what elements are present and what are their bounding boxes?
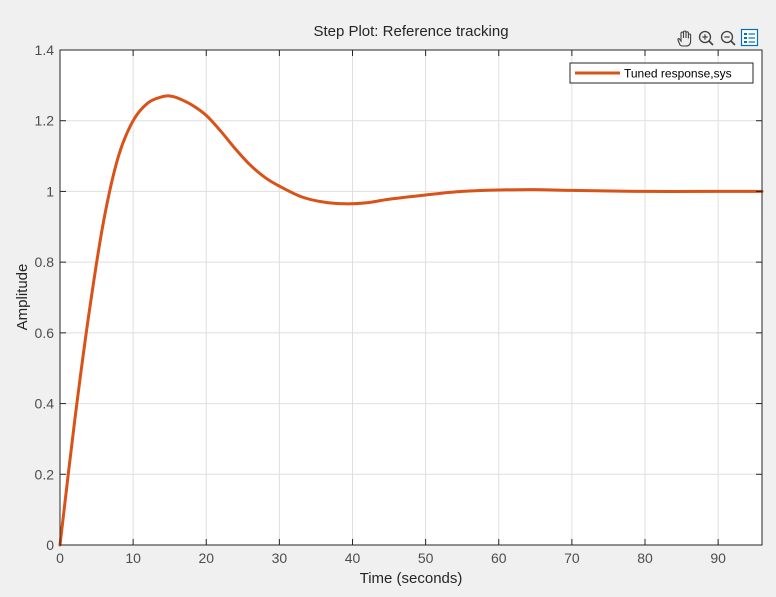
x-tick-label: 30 — [272, 550, 288, 566]
y-axis-label: Amplitude — [14, 264, 31, 331]
x-tick-label: 20 — [198, 550, 214, 566]
chart-title: Step Plot: Reference tracking — [313, 23, 508, 40]
series-layer — [58, 94, 764, 547]
y-tick-label: 1 — [46, 183, 54, 199]
y-tick-label: 1.4 — [35, 42, 55, 58]
y-tick-label: 0.6 — [35, 325, 55, 341]
x-tick-label: 0 — [56, 550, 64, 566]
x-tick-label: 60 — [491, 550, 507, 566]
y-tick-label: 0 — [46, 537, 54, 553]
series-line-0[interactable] — [58, 94, 764, 547]
x-tick-label: 70 — [564, 550, 580, 566]
x-tick-label: 80 — [637, 550, 653, 566]
axes-box — [59, 49, 763, 546]
plot-area — [60, 50, 762, 545]
x-tick-label: 50 — [418, 550, 434, 566]
x-axis-label: Time (seconds) — [360, 570, 463, 587]
x-tick-label: 40 — [345, 550, 361, 566]
tick-labels: 0 10 20 30 40 50 60 70 80 90 0 0.2 0.4 0.6 0.8 1 1.2 1.4 — [35, 42, 727, 566]
pan-hand-icon[interactable] — [677, 30, 692, 47]
legend[interactable]: Tuned response,sys — [569, 62, 754, 84]
zoom-in-icon[interactable] — [698, 30, 714, 46]
legend-box — [569, 62, 754, 84]
x-tick-label: 90 — [710, 550, 726, 566]
x-tick-label: 10 — [125, 550, 141, 566]
legend-toggle-icon[interactable] — [740, 28, 759, 47]
legend-label: Tuned response,sys — [624, 67, 732, 81]
y-tick-label: 1.2 — [35, 113, 55, 129]
axes-frame — [59, 49, 763, 546]
axes-toolbar — [677, 28, 759, 47]
zoom-out-icon[interactable] — [720, 30, 736, 46]
y-tick-label: 0.4 — [35, 396, 55, 412]
y-tick-label: 0.8 — [35, 254, 55, 270]
y-tick-label: 0.2 — [35, 466, 55, 482]
